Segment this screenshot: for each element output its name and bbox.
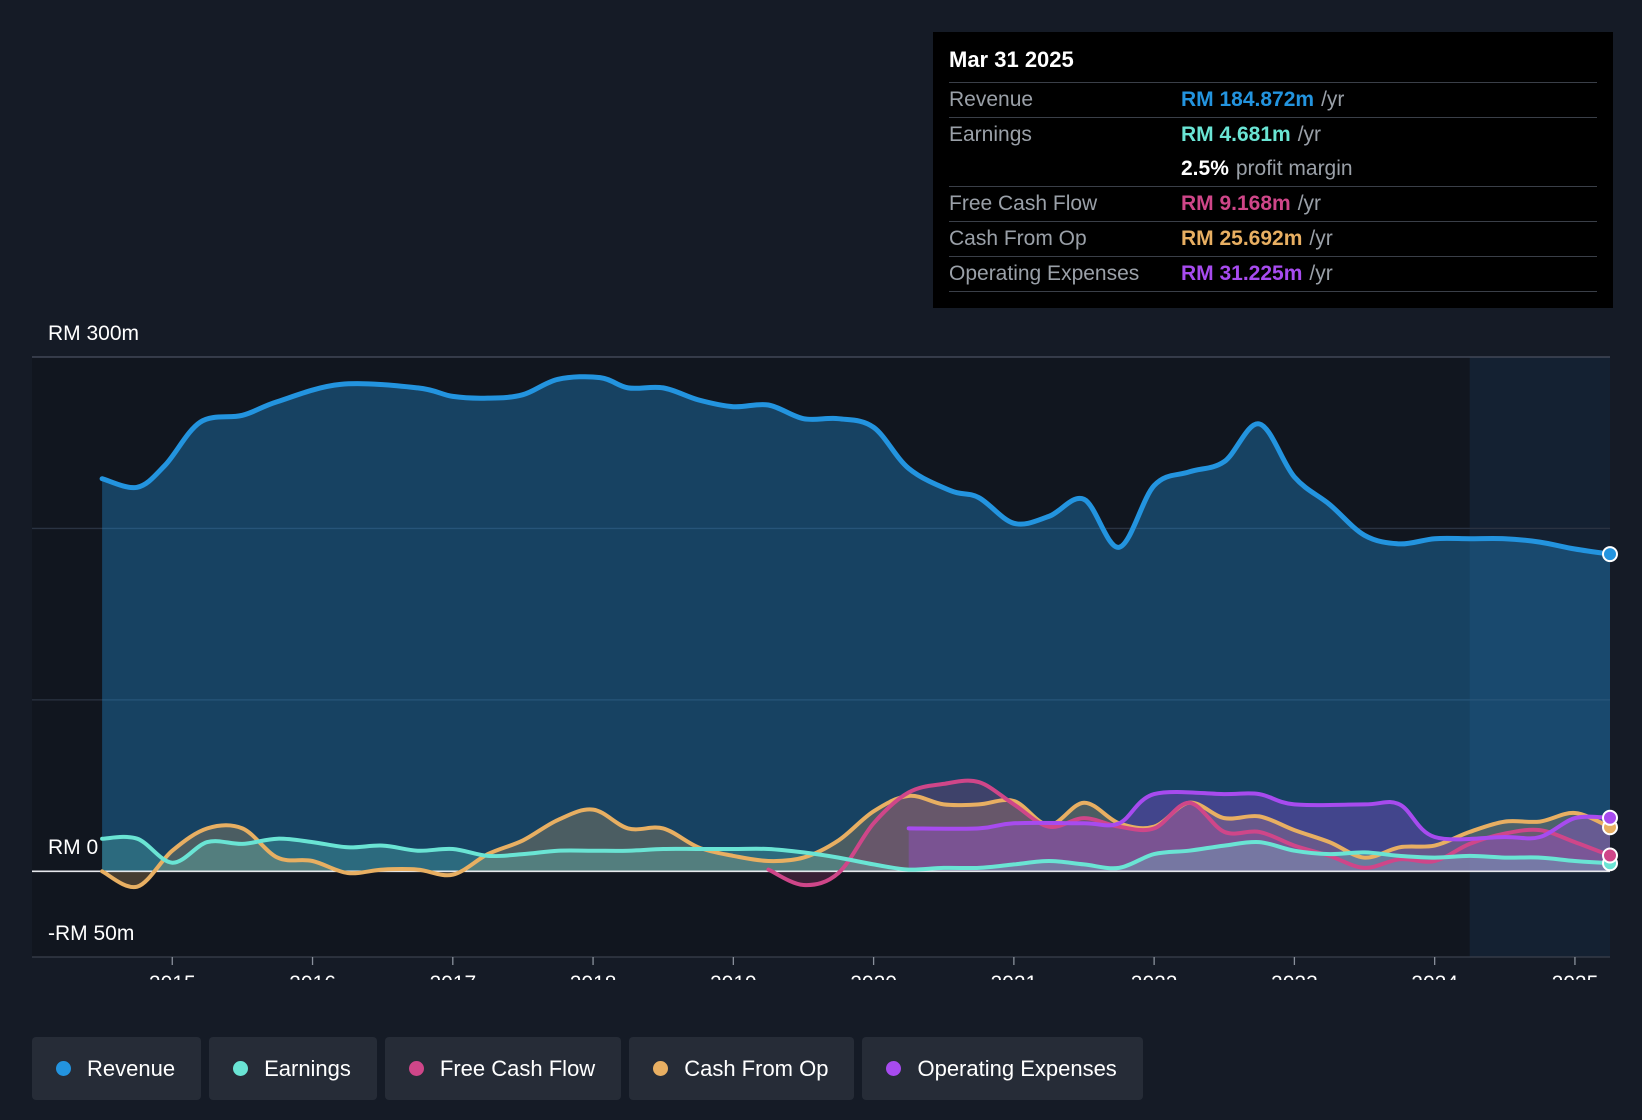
series-line-revenue: [99, 374, 1613, 557]
x-tick-label: 2017: [429, 972, 476, 980]
tooltip-unit: /yr: [1321, 88, 1345, 111]
legend-item-operating-expenses[interactable]: Operating Expenses: [862, 1037, 1143, 1100]
tooltip-label: Earnings: [949, 123, 1032, 146]
tooltip-value: 2.5%: [1181, 157, 1229, 180]
series-area-fcf: [768, 780, 1610, 886]
x-tick-label: 2020: [850, 972, 897, 980]
tooltip-value: RM 25.692m: [1181, 227, 1303, 250]
legend-item-free-cash-flow[interactable]: Free Cash Flow: [384, 1037, 622, 1100]
series-end-marker-fcf: [1602, 847, 1618, 864]
legend-item-revenue[interactable]: Revenue: [32, 1037, 202, 1100]
legend-label: Revenue: [87, 1055, 176, 1081]
x-tick-label: 2023: [1271, 972, 1318, 980]
hover-tooltip: Mar 31 2025 Revenue RM 184.872m /yr Earn…: [933, 32, 1613, 308]
tooltip-value: RM 4.681m: [1181, 123, 1291, 146]
tooltip-unit: /yr: [1309, 262, 1333, 285]
legend-dot-icon: [233, 1061, 249, 1076]
series-line-opex: [906, 789, 1612, 842]
tooltip-row-cfo: Cash From Op RM 25.692m /yr: [949, 222, 1597, 257]
chart-plot: RM 300m RM 0 -RM 50m 2015201620172018201…: [32, 322, 1618, 980]
legend-label: Free Cash Flow: [439, 1055, 596, 1081]
legend-dot-icon: [56, 1061, 71, 1076]
x-tick-label: 2024: [1411, 972, 1458, 980]
legend-label: Cash From Op: [684, 1055, 829, 1081]
tooltip-label: Operating Expenses: [949, 262, 1140, 285]
x-tick-label: 2025: [1552, 972, 1599, 980]
legend-item-earnings[interactable]: Earnings: [209, 1037, 377, 1100]
tooltip-row-opex: Operating Expenses RM 31.225m /yr: [949, 257, 1597, 292]
x-tick-label: 2022: [1131, 972, 1178, 980]
tooltip-value: RM 184.872m: [1181, 88, 1315, 111]
tooltip-label: Cash From Op: [949, 227, 1087, 250]
y-axis-top-label: RM 300m: [48, 322, 139, 345]
x-tick-label: 2019: [710, 972, 757, 980]
gridlines: [32, 356, 1610, 958]
legend-dot-icon: [886, 1061, 902, 1076]
tooltip-row-revenue: Revenue RM 184.872m /yr: [949, 83, 1597, 118]
series-area-revenue: [102, 376, 1611, 872]
tooltip-date: Mar 31 2025: [949, 46, 1597, 83]
y-axis-bottom-label: -RM 50m: [48, 922, 134, 945]
series-line-fcf: [766, 778, 1612, 888]
tooltip-row-fcf: Free Cash Flow RM 9.168m /yr: [949, 187, 1597, 222]
legend-dot-icon: [408, 1061, 424, 1076]
series-line-earnings: [100, 834, 1612, 872]
tooltip-row-profit-margin: 2.5% profit margin: [949, 152, 1597, 187]
x-tick-label: 2018: [570, 972, 617, 980]
y-axis-zero-label: RM 0: [48, 836, 98, 859]
tooltip-value: RM 9.168m: [1181, 192, 1291, 215]
x-tick-label: 2015: [149, 972, 196, 980]
series-layer: [32, 374, 1618, 890]
x-tick-label: 2016: [289, 972, 336, 980]
tooltip-row-earnings: Earnings RM 4.681m /yr: [949, 118, 1597, 152]
tooltip-label: Free Cash Flow: [949, 192, 1098, 215]
x-tick-label: 2021: [991, 972, 1038, 980]
plot-background: [32, 357, 1610, 957]
tooltip-unit: /yr: [1297, 123, 1322, 146]
legend-label: Earnings: [264, 1055, 351, 1081]
series-line-cfo: [100, 793, 1612, 890]
tooltip-unit: /yr: [1297, 192, 1322, 215]
legend-label: Operating Expenses: [917, 1055, 1117, 1081]
legend-dot-icon: [653, 1061, 669, 1076]
x-axis: 2015 2016 2017 2018 2019 2020 2021 2022 2023 2024…: [149, 957, 1598, 980]
series-end-marker-revenue: [1602, 546, 1618, 563]
tooltip-unit: profit margin: [1235, 157, 1353, 180]
tooltip-label: Revenue: [949, 88, 1034, 111]
tooltip-value: RM 31.225m: [1181, 262, 1303, 285]
series-end-marker-opex: [1602, 809, 1618, 826]
legend-item-cash-from-op[interactable]: Cash From Op: [629, 1037, 855, 1100]
tooltip-unit: /yr: [1309, 227, 1333, 250]
chart-legend: Revenue Earnings Free Cash Flow Cash Fro…: [32, 1037, 1143, 1100]
